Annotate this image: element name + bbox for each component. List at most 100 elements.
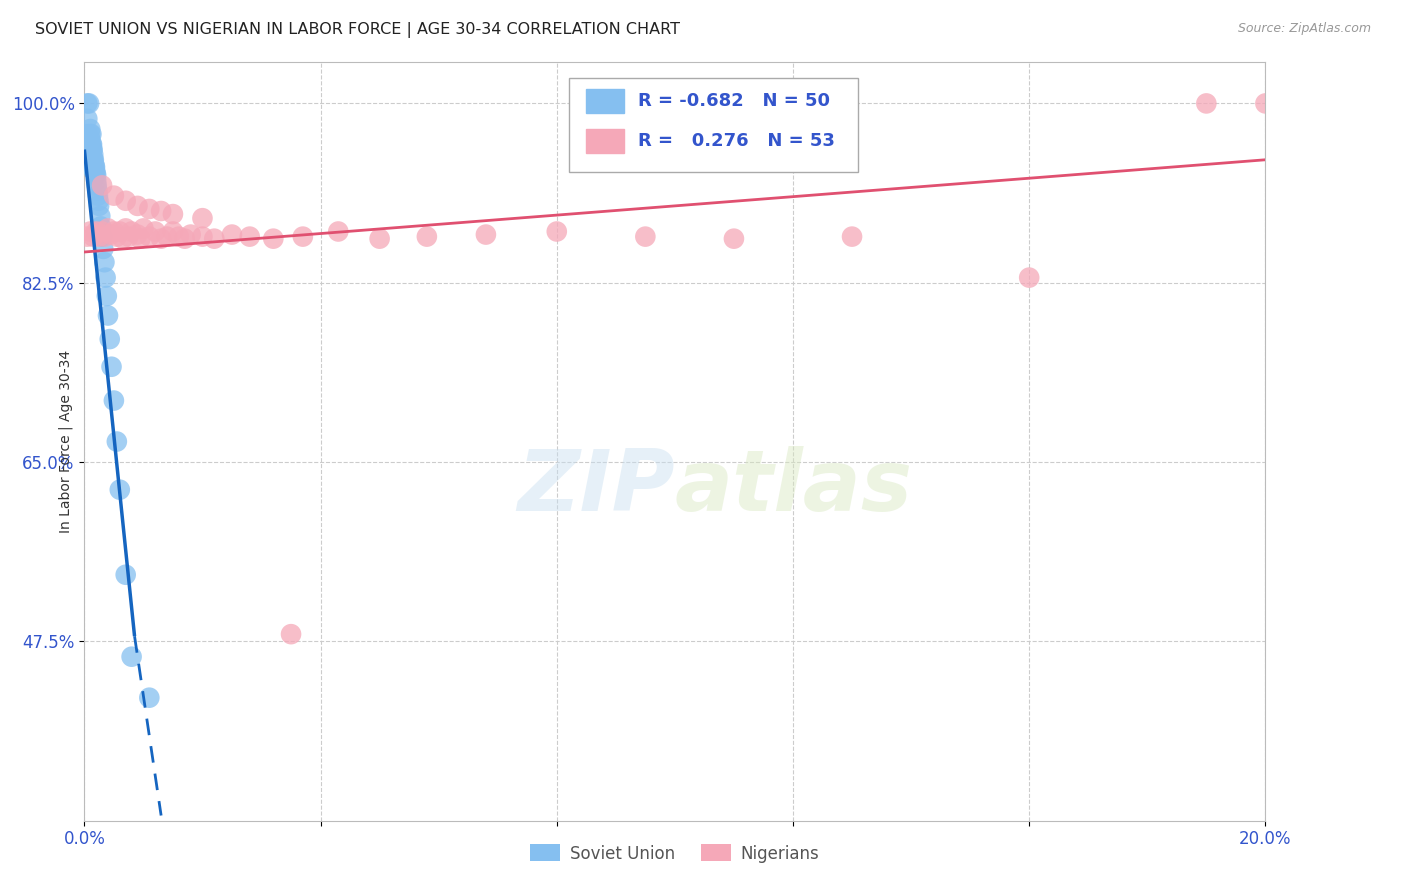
Point xyxy=(96,289,118,303)
Point xyxy=(121,225,143,239)
Point xyxy=(723,232,745,246)
Point xyxy=(1195,96,1218,111)
Point xyxy=(475,227,498,242)
Point xyxy=(191,211,214,226)
Point xyxy=(111,232,134,246)
Text: Source: ZipAtlas.com: Source: ZipAtlas.com xyxy=(1237,22,1371,36)
Point xyxy=(103,393,125,408)
Point xyxy=(80,137,103,152)
Point xyxy=(114,194,136,208)
Point xyxy=(108,483,131,497)
Point xyxy=(105,434,128,449)
Point xyxy=(84,160,107,174)
Point xyxy=(91,225,114,239)
Point xyxy=(239,229,262,244)
Point xyxy=(83,158,105,172)
Point xyxy=(89,209,111,223)
Point xyxy=(416,229,439,244)
Text: ZIP: ZIP xyxy=(517,445,675,529)
Point xyxy=(84,225,107,239)
Point xyxy=(91,242,114,256)
Point xyxy=(77,137,100,152)
Point xyxy=(98,332,121,346)
Point xyxy=(221,227,243,242)
Point xyxy=(94,229,117,244)
Point xyxy=(100,359,122,374)
Point xyxy=(79,137,101,152)
Point xyxy=(84,163,107,178)
Point xyxy=(127,199,149,213)
Point xyxy=(121,649,143,664)
Point xyxy=(79,153,101,167)
Point xyxy=(173,232,195,246)
Text: SOVIET UNION VS NIGERIAN IN LABOR FORCE | AGE 30-34 CORRELATION CHART: SOVIET UNION VS NIGERIAN IN LABOR FORCE … xyxy=(35,22,681,38)
Point xyxy=(191,229,214,244)
FancyBboxPatch shape xyxy=(586,89,624,113)
Point xyxy=(103,188,125,202)
Point xyxy=(114,567,136,582)
Point xyxy=(84,173,107,187)
Point xyxy=(156,229,179,244)
Point xyxy=(103,225,125,239)
FancyBboxPatch shape xyxy=(586,129,624,153)
Point xyxy=(546,225,568,239)
Point xyxy=(97,221,120,235)
Point xyxy=(76,229,98,244)
FancyBboxPatch shape xyxy=(568,78,858,172)
Point xyxy=(91,178,114,193)
Point xyxy=(87,194,110,208)
Point xyxy=(84,166,107,180)
Point xyxy=(634,229,657,244)
Point xyxy=(87,229,111,244)
Point xyxy=(280,627,302,641)
Point xyxy=(162,225,184,239)
Point xyxy=(262,232,284,246)
Text: atlas: atlas xyxy=(675,445,912,529)
Point xyxy=(80,143,103,157)
Point xyxy=(82,153,104,167)
Point xyxy=(150,204,173,219)
Point xyxy=(100,227,122,242)
Point xyxy=(138,229,160,244)
Point xyxy=(84,168,107,182)
Point xyxy=(82,229,104,244)
Point xyxy=(150,232,173,246)
Point xyxy=(87,188,110,202)
Point xyxy=(82,158,104,172)
Point xyxy=(138,202,160,216)
Point xyxy=(118,229,141,244)
Point xyxy=(368,232,391,246)
Point xyxy=(83,153,105,167)
Text: R = -0.682   N = 50: R = -0.682 N = 50 xyxy=(638,92,831,110)
Point xyxy=(841,229,863,244)
Point xyxy=(87,199,111,213)
Text: R =   0.276   N = 53: R = 0.276 N = 53 xyxy=(638,132,835,150)
Point xyxy=(80,137,103,152)
Point xyxy=(91,229,114,244)
Point xyxy=(79,127,101,141)
Point xyxy=(202,232,225,246)
Point xyxy=(76,96,98,111)
Point xyxy=(1018,270,1040,285)
Y-axis label: In Labor Force | Age 30-34: In Labor Force | Age 30-34 xyxy=(59,350,73,533)
Point xyxy=(328,225,350,239)
Point xyxy=(79,143,101,157)
Point xyxy=(76,127,98,141)
Point xyxy=(79,225,101,239)
Point xyxy=(105,229,128,244)
Point xyxy=(79,147,101,161)
Point xyxy=(86,178,108,193)
Point xyxy=(162,207,184,221)
Point xyxy=(132,221,155,235)
Point xyxy=(76,112,98,126)
Point xyxy=(79,132,101,146)
Point xyxy=(97,309,120,323)
Point xyxy=(129,232,152,246)
Legend: Soviet Union, Nigerians: Soviet Union, Nigerians xyxy=(524,838,825,869)
Point xyxy=(127,227,149,242)
Point xyxy=(79,122,101,136)
Point xyxy=(77,96,100,111)
Point xyxy=(94,270,117,285)
Point xyxy=(79,158,101,172)
Point xyxy=(114,221,136,235)
